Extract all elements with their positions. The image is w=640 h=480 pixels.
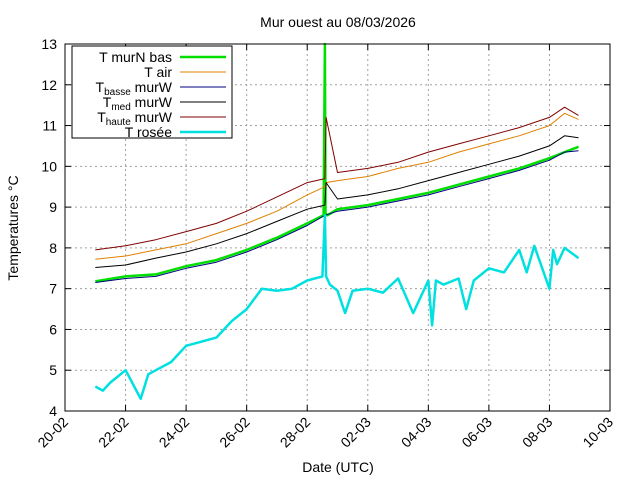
x-tick-label: 10-03 <box>579 414 616 451</box>
series-line-t-murn-bas <box>95 42 579 283</box>
y-tick-label: 13 <box>41 36 57 52</box>
x-tick-label: 28-02 <box>277 414 314 451</box>
y-tick-label: 6 <box>49 321 57 337</box>
x-tick-label: 02-03 <box>337 414 374 451</box>
legend-box <box>71 45 233 139</box>
series-line-t-basse-murw <box>95 150 579 283</box>
x-tick-label: 04-03 <box>398 414 435 451</box>
legend-label: T air <box>144 64 172 80</box>
y-tick-label: 7 <box>49 281 57 297</box>
series-lines <box>94 42 580 401</box>
chart-title: Mur ouest au 08/03/2026 <box>260 14 416 30</box>
legend-label: T murN bas <box>99 49 172 65</box>
legend-label: T rosée <box>125 124 172 140</box>
y-tick-label: 8 <box>49 240 57 256</box>
x-tick-label: 22-02 <box>95 414 132 451</box>
x-tick-label: 26-02 <box>216 414 253 451</box>
y-tick-label: 9 <box>49 199 57 215</box>
y-axis-label: Temperatures °C <box>5 175 21 280</box>
x-tick-label: 20-02 <box>34 414 71 451</box>
x-tick-label: 08-03 <box>519 414 556 451</box>
x-tick-label: 24-02 <box>156 414 193 451</box>
series-line-t-med-murw <box>95 135 579 268</box>
y-tick-label: 5 <box>49 362 57 378</box>
y-tick-label: 4 <box>49 403 57 419</box>
legend-label: Tmed murW <box>103 94 173 113</box>
x-tick-label: 06-03 <box>458 414 495 451</box>
series-line-t-air <box>95 112 579 260</box>
y-tick-label: 12 <box>41 77 57 93</box>
x-axis-label: Date (UTC) <box>302 459 374 475</box>
y-tick-label: 11 <box>42 118 57 134</box>
plot-frame <box>64 43 611 412</box>
y-tick-label: 10 <box>41 158 57 174</box>
series-line-t-haute-murw <box>95 106 579 251</box>
series-line-t-ros-e <box>94 214 580 401</box>
